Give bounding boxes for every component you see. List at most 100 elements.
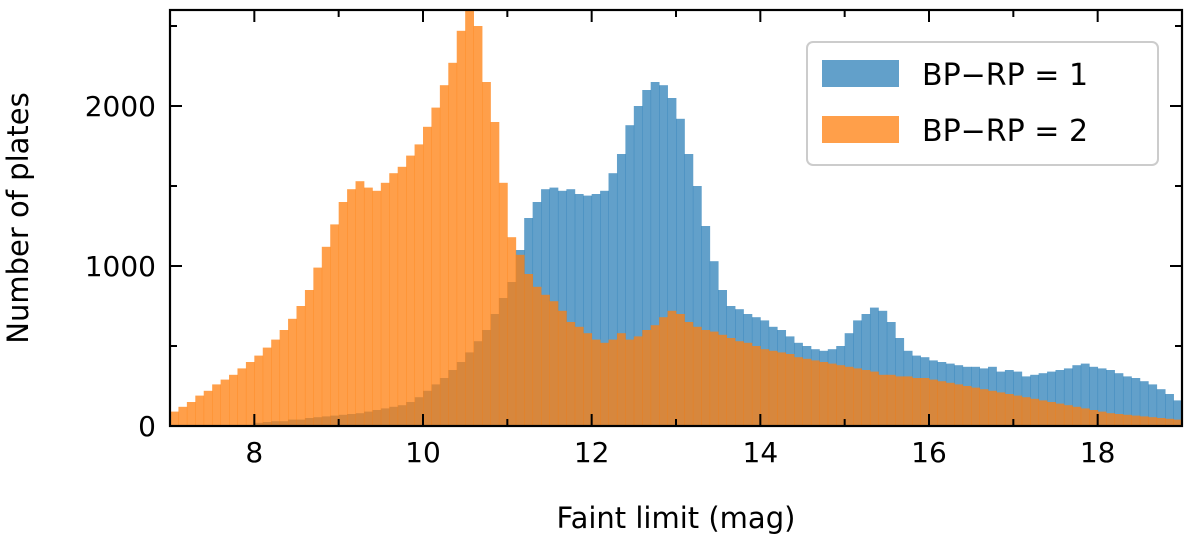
histogram-bar bbox=[338, 202, 348, 426]
histogram-bar bbox=[718, 334, 727, 426]
histogram-bar bbox=[515, 254, 525, 426]
histogram-bar bbox=[1055, 403, 1065, 426]
histogram-bar bbox=[574, 194, 584, 426]
histogram-bar bbox=[465, 10, 474, 426]
histogram-bar bbox=[186, 402, 196, 426]
histogram-bar bbox=[945, 382, 955, 426]
histogram-bar bbox=[794, 357, 803, 426]
histogram-bar bbox=[878, 310, 888, 426]
histogram-bar bbox=[321, 246, 331, 426]
x-tick-label: 16 bbox=[911, 436, 947, 469]
histogram-bar bbox=[1055, 370, 1065, 426]
histogram-bar bbox=[245, 362, 255, 426]
histogram-bar bbox=[1139, 381, 1149, 426]
histogram-bar bbox=[1106, 370, 1115, 426]
y-tick-label: 2000 bbox=[85, 90, 156, 123]
histogram-bar bbox=[676, 118, 685, 427]
histogram-bar bbox=[650, 82, 660, 426]
histogram-bar bbox=[996, 392, 1006, 426]
histogram-bar bbox=[372, 190, 382, 426]
histogram-bar bbox=[566, 322, 576, 426]
histogram-bar bbox=[701, 330, 711, 426]
histogram-bar bbox=[1148, 417, 1158, 426]
histogram-bar bbox=[962, 386, 972, 426]
series-2-bars bbox=[170, 10, 1183, 427]
histogram-bar bbox=[633, 336, 643, 426]
histogram-bar bbox=[709, 331, 719, 426]
histogram-bar bbox=[212, 384, 221, 426]
histogram-bar bbox=[979, 389, 989, 426]
histogram-bar bbox=[1004, 394, 1014, 426]
histogram-bar bbox=[1165, 418, 1174, 426]
histogram-bar bbox=[498, 182, 508, 426]
histogram-bar bbox=[1080, 363, 1090, 426]
histogram-bar bbox=[701, 226, 711, 426]
histogram-bar bbox=[1122, 376, 1132, 426]
histogram-bar bbox=[1030, 398, 1040, 426]
histogram-bar bbox=[591, 194, 601, 426]
histogram-bar bbox=[768, 350, 778, 426]
histogram-bar bbox=[574, 326, 584, 426]
histogram-bar bbox=[1106, 413, 1115, 426]
legend-swatch-bp-rp-2 bbox=[822, 116, 899, 143]
histogram-bar bbox=[549, 301, 559, 426]
x-axis-label: Faint limit (mag) bbox=[557, 501, 796, 534]
histogram-bar bbox=[903, 376, 913, 426]
histogram-bar bbox=[869, 371, 879, 426]
histogram-bar bbox=[659, 317, 668, 426]
histogram-bar bbox=[1156, 418, 1166, 426]
histogram-bar bbox=[557, 190, 567, 426]
histogram-bar bbox=[819, 362, 829, 426]
histogram-bar bbox=[1114, 373, 1124, 426]
histogram-bar bbox=[439, 85, 449, 426]
histogram-bar bbox=[954, 384, 964, 426]
legend-label-bp-rp-2: BP−RP = 2 bbox=[922, 114, 1088, 149]
histogram-bar bbox=[751, 346, 761, 426]
histogram-bar bbox=[1139, 416, 1149, 426]
histogram-bar bbox=[363, 187, 373, 426]
histogram-bar bbox=[220, 379, 230, 426]
histogram-bar bbox=[1148, 384, 1158, 426]
histogram-bar bbox=[1047, 371, 1056, 426]
histogram-bar bbox=[1021, 397, 1031, 426]
histogram-bar bbox=[262, 347, 272, 426]
histogram-bar bbox=[1114, 414, 1124, 426]
x-tick-label: 12 bbox=[574, 436, 610, 469]
histogram-bar bbox=[591, 339, 601, 426]
histogram-bar bbox=[557, 310, 567, 426]
histogram-bar bbox=[676, 314, 685, 426]
histogram-bar bbox=[490, 122, 500, 426]
histogram-bar bbox=[456, 30, 466, 427]
histogram-bar bbox=[692, 326, 702, 426]
histogram-bar bbox=[347, 189, 356, 426]
histogram-bar bbox=[625, 125, 635, 426]
histogram-bar bbox=[743, 342, 753, 426]
histogram-bar bbox=[895, 376, 905, 426]
histogram-bar bbox=[642, 330, 652, 426]
histogram-bar bbox=[397, 166, 407, 427]
histogram-bar bbox=[566, 189, 576, 426]
histogram-bar bbox=[288, 318, 297, 426]
histogram-bar bbox=[971, 387, 980, 426]
histogram-bar bbox=[279, 330, 289, 426]
histogram-bar bbox=[844, 366, 854, 426]
histogram-bar bbox=[625, 339, 635, 426]
histogram-bar bbox=[583, 195, 593, 426]
histogram-bar bbox=[507, 237, 517, 426]
histogram-bar bbox=[296, 306, 306, 426]
histogram-bar bbox=[802, 358, 812, 426]
histogram-bar bbox=[912, 378, 921, 426]
histogram-bar bbox=[304, 290, 314, 426]
histogram-bar bbox=[1089, 410, 1099, 426]
histogram-bar bbox=[170, 411, 179, 426]
histogram-bar bbox=[988, 390, 997, 426]
histogram-bar bbox=[659, 85, 668, 426]
histogram-bar bbox=[1131, 415, 1141, 426]
histogram-bar bbox=[735, 341, 744, 426]
histogram-bar bbox=[203, 390, 213, 426]
histogram-bar bbox=[448, 62, 458, 427]
histogram-bar bbox=[760, 349, 770, 426]
histogram-bar bbox=[380, 182, 390, 426]
histogram-bar bbox=[726, 338, 736, 426]
